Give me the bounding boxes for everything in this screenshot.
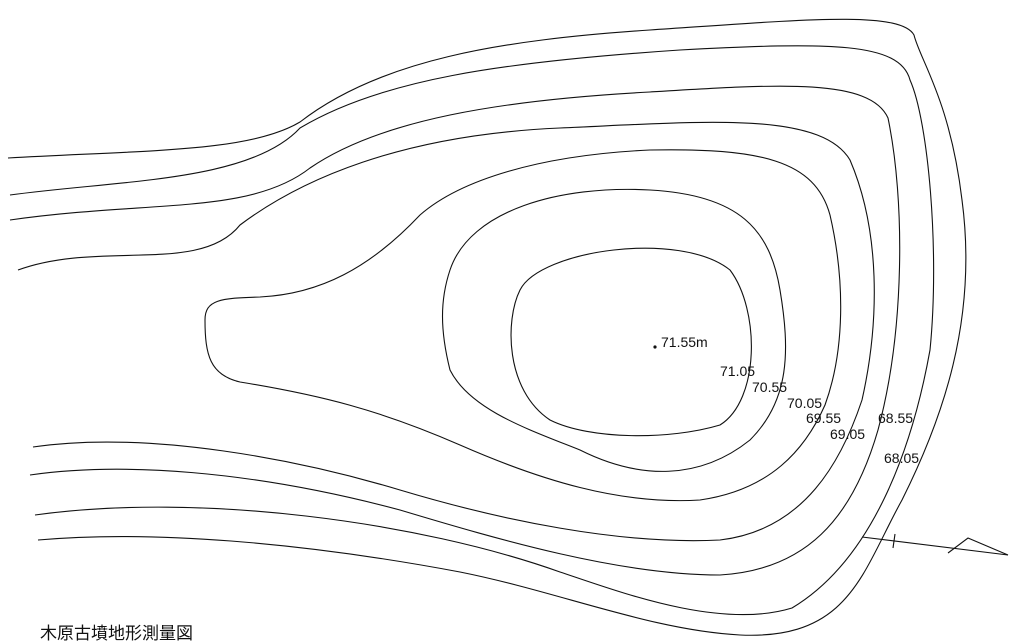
map-title: 木原古墳地形測量図 <box>40 624 193 644</box>
contour-label: 70.05 <box>787 395 822 411</box>
summit-point <box>653 345 657 349</box>
contour-line <box>9 85 901 576</box>
contour-label: 69.55 <box>806 410 841 426</box>
contour-label: 70.55 <box>752 379 787 395</box>
contour-label: 71.05 <box>720 363 755 379</box>
contour-label: 68.05 <box>884 450 919 466</box>
contour-label: 69.05 <box>830 426 865 442</box>
summit-label: 71.55m <box>661 334 708 350</box>
contour-line <box>9 45 935 616</box>
contour-line <box>7 18 967 636</box>
contour-line <box>204 149 842 502</box>
north-arrow-tick <box>892 533 896 549</box>
contour-line <box>510 247 752 437</box>
contour-label: 68.55 <box>878 410 913 426</box>
north-arrow-head <box>947 537 1009 556</box>
contour-line <box>442 188 787 472</box>
north-arrow <box>861 536 1009 556</box>
contour-line <box>17 121 875 542</box>
